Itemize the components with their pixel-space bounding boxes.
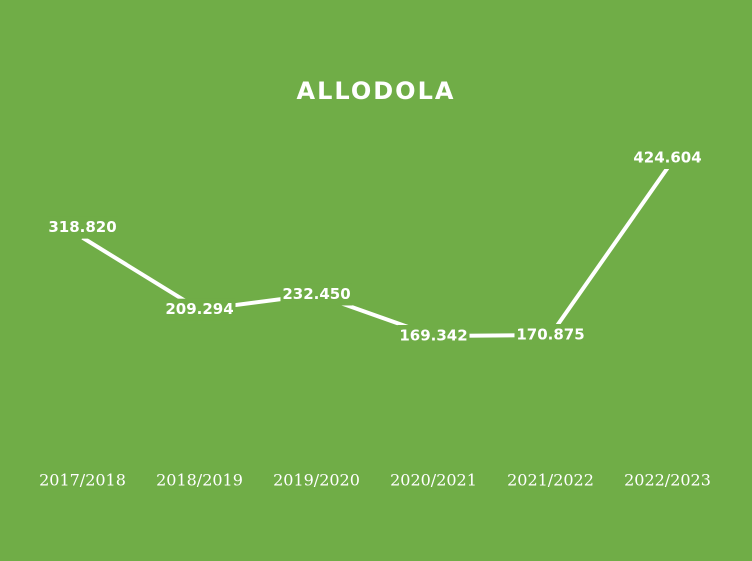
x-tick-label: 2019/2020 — [273, 471, 360, 490]
chart-title: ALLODOLA — [297, 77, 456, 105]
label-background — [631, 147, 704, 169]
line — [81, 166, 670, 338]
value-label: 232.450 — [282, 285, 350, 303]
label-background — [163, 298, 236, 321]
value-label: 170.875 — [516, 325, 584, 343]
label-background — [514, 323, 587, 346]
value-label: 209.294 — [165, 300, 233, 318]
x-tick-label: 2022/2023 — [624, 471, 711, 490]
x-tick-label: 2020/2021 — [390, 471, 477, 490]
value-label: 169.342 — [399, 327, 467, 345]
value-label: 424.604 — [633, 149, 701, 167]
label-background — [397, 325, 470, 347]
x-tick-label: 2021/2022 — [507, 471, 594, 490]
x-tick-label: 2018/2019 — [156, 471, 243, 490]
value-label: 318.820 — [48, 218, 116, 236]
x-tick-label: 2017/2018 — [39, 471, 126, 490]
label-background — [280, 283, 353, 306]
label-background — [46, 216, 119, 239]
